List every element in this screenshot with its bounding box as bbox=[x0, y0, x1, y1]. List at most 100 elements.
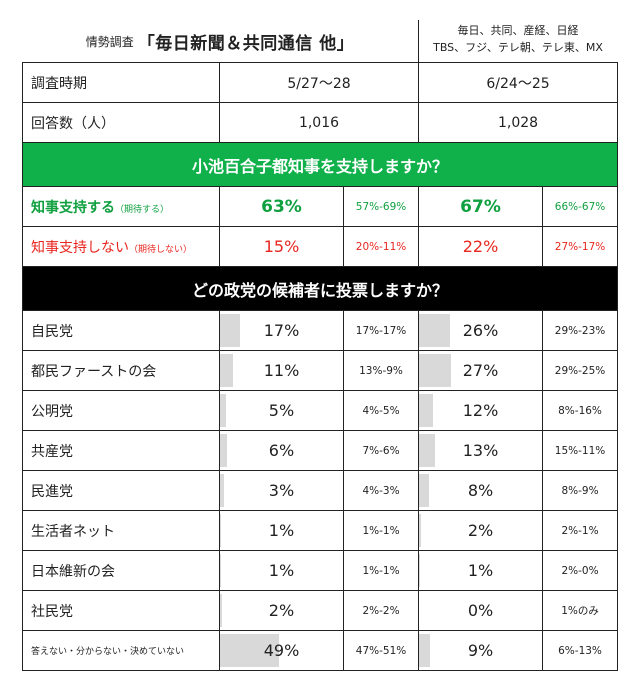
oppose-v1: 15% bbox=[219, 226, 344, 267]
poll-table: 調査時期 5/27～28 6/24～25 回答数（人） 1,016 1,028 … bbox=[21, 62, 619, 671]
party-share-2: 13% bbox=[462, 441, 499, 460]
party-share-2-cell: 12% bbox=[418, 390, 544, 431]
oppose-r1: 20%-11% bbox=[342, 226, 420, 267]
party-name: 公明党 bbox=[22, 390, 220, 431]
share-bar-2 bbox=[419, 474, 429, 507]
party-share-2-cell: 2% bbox=[418, 510, 544, 551]
header: 情勢調査 「毎日新聞＆共同通信 他」 毎日、共同、産経、日経 TBS、フジ、テレ… bbox=[22, 20, 617, 62]
support-v2: 67% bbox=[418, 186, 544, 227]
party-share-1-cell: 5% bbox=[219, 390, 344, 431]
party-range-2: 8%-9% bbox=[542, 470, 619, 511]
party-name: 生活者ネット bbox=[22, 510, 220, 551]
party-share-1-cell: 6% bbox=[219, 430, 344, 471]
share-bar-1 bbox=[220, 634, 279, 667]
poll-sheet: 情勢調査 「毎日新聞＆共同通信 他」 毎日、共同、産経、日経 TBS、フジ、テレ… bbox=[21, 20, 619, 671]
oppose-label-cell: 知事支持しない（期待しない） bbox=[22, 226, 220, 267]
party-share-2-cell: 0% bbox=[418, 590, 544, 631]
sources-line-1: 毎日、共同、産経、日経 bbox=[457, 24, 579, 37]
support-question: 小池百合子都知事を支持しますか？ bbox=[21, 142, 619, 187]
respondents-1: 1,016 bbox=[218, 102, 420, 143]
support-label-cell: 知事支持する（期待する） bbox=[22, 186, 220, 227]
vote-question-row: どの政党の候補者に投票しますか？ bbox=[21, 266, 619, 311]
party-row: 社民党 2% 2%-2% 0% 1%のみ bbox=[22, 590, 619, 631]
party-row: 民進党 3% 4%-3% 8% 8%-9% bbox=[22, 470, 619, 511]
party-range-1: 7%-6% bbox=[342, 430, 420, 471]
party-range-1: 1%-1% bbox=[342, 550, 420, 591]
party-share-1: 3% bbox=[268, 481, 295, 500]
party-share-2-cell: 1% bbox=[418, 550, 544, 591]
respondents-label: 回答数（人） bbox=[22, 102, 220, 143]
party-row: 答えない・分からない・決めていない 49% 47%-51% 9% 6%-13% bbox=[22, 630, 619, 671]
party-share-1: 11% bbox=[263, 361, 300, 380]
header-sources: 毎日、共同、産経、日経 TBS、フジ、テレ朝、テレ東、MX bbox=[419, 22, 617, 56]
party-share-1: 2% bbox=[268, 601, 295, 620]
share-bar-2 bbox=[419, 554, 421, 587]
party-row: 共産党 6% 7%-6% 13% 15%-11% bbox=[22, 430, 619, 471]
party-share-2: 0% bbox=[467, 601, 494, 620]
vote-question: どの政党の候補者に投票しますか？ bbox=[21, 266, 619, 311]
party-name: 社民党 bbox=[22, 590, 220, 631]
period-row: 調査時期 5/27～28 6/24～25 bbox=[22, 62, 619, 103]
party-share-2-cell: 27% bbox=[418, 350, 544, 391]
party-share-2-cell: 8% bbox=[418, 470, 544, 511]
party-range-1: 47%-51% bbox=[342, 630, 420, 671]
share-bar-2 bbox=[419, 434, 435, 467]
share-bar-1 bbox=[220, 474, 224, 507]
party-row: 自民党 17% 17%-17% 26% 29%-23% bbox=[22, 310, 619, 351]
party-name: 自民党 bbox=[22, 310, 220, 351]
party-range-1: 1%-1% bbox=[342, 510, 420, 551]
party-name: 民進党 bbox=[22, 470, 220, 511]
party-share-1: 49% bbox=[263, 641, 300, 660]
party-row: 都民ファーストの会 11% 13%-9% 27% 29%-25% bbox=[22, 350, 619, 391]
party-row: 公明党 5% 4%-5% 12% 8%-16% bbox=[22, 390, 619, 431]
party-range-1: 4%-3% bbox=[342, 470, 420, 511]
party-name: 答えない・分からない・決めていない bbox=[22, 630, 220, 671]
share-bar-1 bbox=[220, 514, 222, 547]
respondents-row: 回答数（人） 1,016 1,028 bbox=[22, 102, 619, 143]
party-share-1-cell: 1% bbox=[219, 510, 344, 551]
party-share-1: 1% bbox=[268, 561, 295, 580]
share-bar-2 bbox=[419, 314, 451, 347]
support-r1: 57%-69% bbox=[342, 186, 420, 227]
party-range-1: 13%-9% bbox=[342, 350, 420, 391]
party-range-2: 29%-25% bbox=[542, 350, 619, 391]
oppose-label: 知事支持しない bbox=[31, 239, 129, 256]
party-share-2-cell: 26% bbox=[418, 310, 544, 351]
period-2: 6/24～25 bbox=[418, 62, 619, 103]
share-bar-2 bbox=[419, 634, 430, 667]
party-range-1: 4%-5% bbox=[342, 390, 420, 431]
respondents-2: 1,028 bbox=[418, 102, 619, 143]
party-share-2: 2% bbox=[467, 521, 494, 540]
party-range-2: 29%-23% bbox=[542, 310, 619, 351]
header-title: 「毎日新聞＆共同通信 他」 bbox=[137, 33, 355, 54]
party-share-1: 6% bbox=[268, 441, 295, 460]
period-label: 調査時期 bbox=[22, 62, 220, 103]
party-share-2: 27% bbox=[462, 361, 499, 380]
party-row: 日本維新の会 1% 1%-1% 1% 2%-0% bbox=[22, 550, 619, 591]
party-share-2: 8% bbox=[467, 481, 494, 500]
share-bar-2 bbox=[419, 354, 452, 387]
support-note: （期待する） bbox=[115, 204, 170, 215]
party-share-1-cell: 3% bbox=[219, 470, 344, 511]
party-share-1-cell: 2% bbox=[219, 590, 344, 631]
party-share-1: 5% bbox=[268, 401, 295, 420]
oppose-v2: 22% bbox=[418, 226, 544, 267]
party-name: 都民ファーストの会 bbox=[22, 350, 220, 391]
share-bar-1 bbox=[220, 594, 223, 627]
party-share-2: 1% bbox=[467, 561, 494, 580]
party-range-2: 8%-16% bbox=[542, 390, 619, 431]
support-v1: 63% bbox=[219, 186, 344, 227]
party-name: 共産党 bbox=[22, 430, 220, 471]
party-share-2-cell: 9% bbox=[418, 630, 544, 671]
header-title-area: 情勢調査 「毎日新聞＆共同通信 他」 bbox=[22, 20, 418, 62]
party-range-2: 6%-13% bbox=[542, 630, 619, 671]
party-range-2: 2%-0% bbox=[542, 550, 619, 591]
share-bar-2 bbox=[419, 394, 434, 427]
oppose-note: （期待しない） bbox=[129, 244, 193, 255]
party-range-2: 2%-1% bbox=[542, 510, 619, 551]
share-bar-1 bbox=[220, 434, 228, 467]
share-bar-1 bbox=[220, 314, 241, 347]
party-share-1: 1% bbox=[268, 521, 295, 540]
support-row: 知事支持する（期待する） 63% 57%-69% 67% 66%-67% bbox=[22, 186, 619, 227]
share-bar-2 bbox=[419, 514, 422, 547]
